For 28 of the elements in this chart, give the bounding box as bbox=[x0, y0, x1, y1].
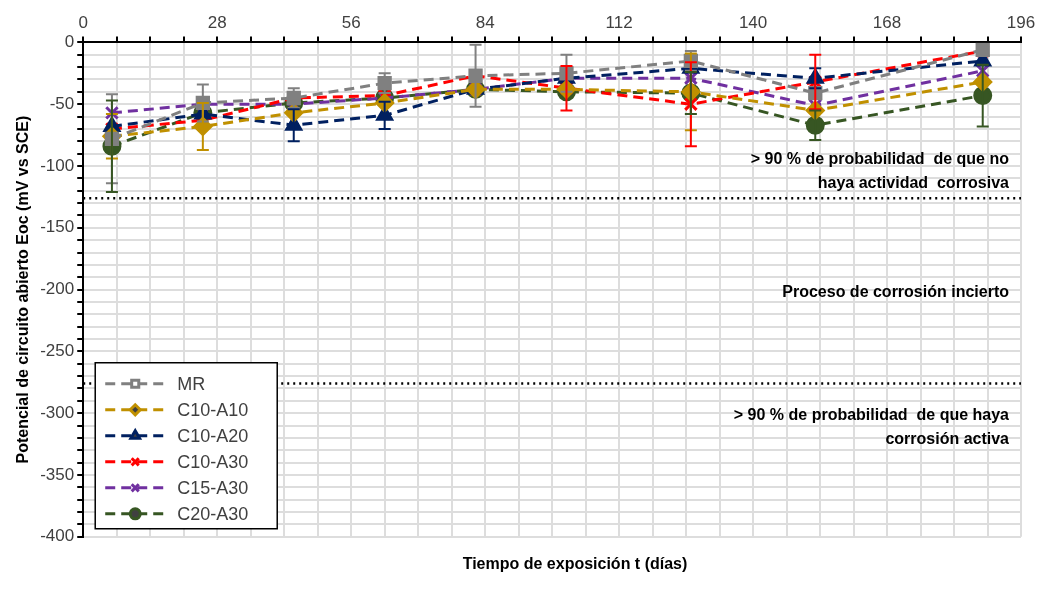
legend-label: C10-A30 bbox=[177, 451, 249, 472]
y-tick-label: -300 bbox=[40, 402, 75, 422]
y-axis-title: Potencial de circuito abierto Eoc (mV vs SCE) bbox=[14, 115, 32, 464]
legend-label: C20-A30 bbox=[177, 503, 249, 524]
x-tick-label: 28 bbox=[207, 12, 227, 32]
x-tick-label: 0 bbox=[78, 12, 88, 32]
y-tick-label: -200 bbox=[40, 279, 75, 299]
annotation: > 90 % de probabilidad de que haya corrosión activa bbox=[733, 405, 1010, 447]
y-tick-label: -400 bbox=[40, 526, 75, 546]
x-tick-label: 140 bbox=[738, 12, 768, 32]
x-tick-label: 112 bbox=[605, 12, 633, 32]
y-tick-label: -100 bbox=[40, 155, 75, 175]
y-tick-label: -50 bbox=[49, 93, 75, 113]
annotation: Proceso de corrosión incierto bbox=[782, 282, 1010, 300]
annotation: > 90 % de probabilidad de que no haya actividad corrosiva bbox=[750, 150, 1010, 192]
y-tick-label: -350 bbox=[40, 464, 75, 484]
y-tick-label: 0 bbox=[64, 32, 75, 52]
legend-label: MR bbox=[177, 373, 206, 394]
x-tick-label: 168 bbox=[872, 12, 902, 32]
legend-label: C15-A30 bbox=[177, 477, 249, 498]
y-tick-label: -150 bbox=[40, 217, 75, 237]
x-tick-label: 56 bbox=[341, 12, 361, 32]
legend-label: C10-A10 bbox=[177, 399, 249, 420]
x-tick-label: 84 bbox=[475, 12, 495, 32]
legend-label: C10-A20 bbox=[177, 425, 249, 446]
x-tick-label: 196 bbox=[1006, 12, 1036, 32]
x-axis-title: Tiempo de exposición t (días) bbox=[461, 555, 689, 573]
y-tick-label: -250 bbox=[40, 341, 75, 361]
